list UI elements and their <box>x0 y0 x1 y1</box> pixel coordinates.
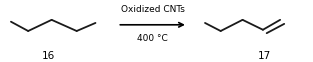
Text: 400 °C: 400 °C <box>137 34 168 43</box>
Text: 16: 16 <box>42 51 55 61</box>
Text: Oxidized CNTs: Oxidized CNTs <box>121 5 185 14</box>
Text: 17: 17 <box>258 51 271 61</box>
